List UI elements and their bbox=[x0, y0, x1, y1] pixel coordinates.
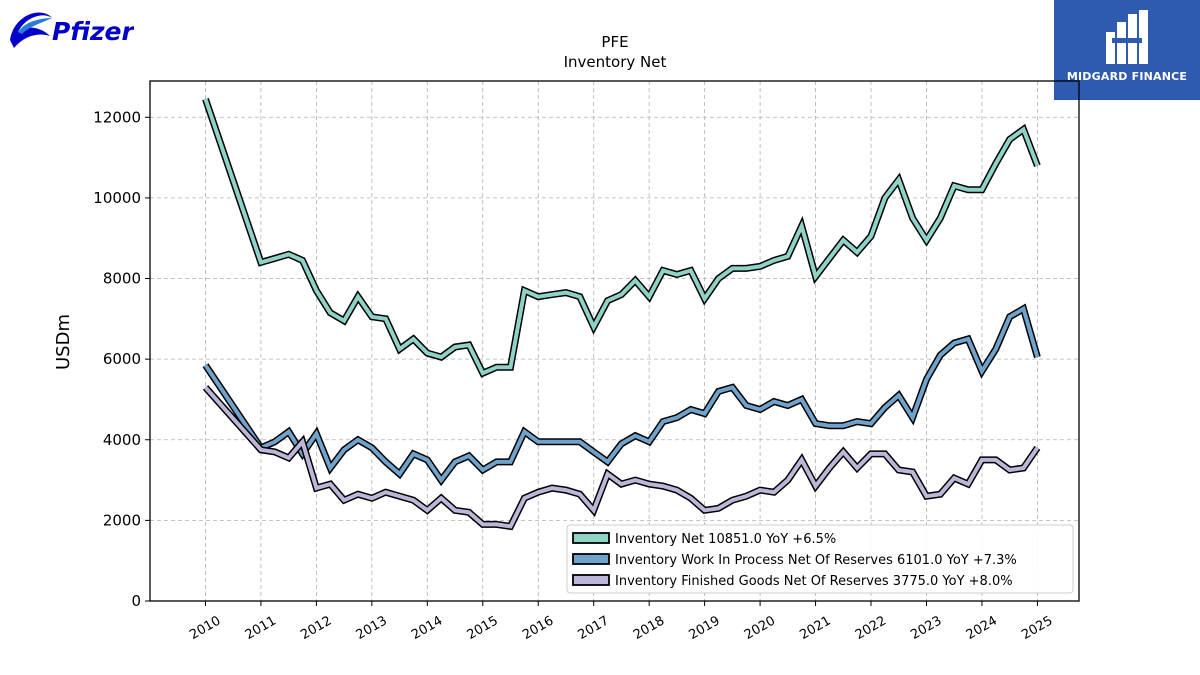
x-tick-label: 2023 bbox=[908, 613, 944, 643]
x-tick-label: 2017 bbox=[576, 613, 612, 643]
x-tick-label: 2022 bbox=[853, 613, 889, 643]
midgard-finance-logo: MIDGARD FINANCE bbox=[1054, 0, 1200, 100]
legend-swatch-1 bbox=[572, 532, 610, 544]
x-tick-label: 2019 bbox=[686, 613, 722, 643]
chart-subtitle: Inventory Net bbox=[563, 53, 667, 71]
pfizer-logo: Pfizer bbox=[10, 12, 134, 49]
x-axis-ticks: 2010 2011 2012 2013 2014 2015 2016 2017 2018 2019… bbox=[187, 601, 1055, 643]
y-tick-label: 10000 bbox=[93, 189, 141, 207]
pfizer-logo-text: Pfizer bbox=[52, 17, 134, 46]
legend-label-2: Inventory Work In Process Net Of Reserve… bbox=[615, 553, 1017, 568]
midgard-emblem-icon bbox=[1106, 10, 1148, 64]
y-tick-label: 4000 bbox=[103, 431, 141, 449]
y-tick-label: 12000 bbox=[93, 108, 141, 126]
legend: Inventory Net 10851.0 YoY +6.5% Inventory… bbox=[566, 524, 1074, 594]
series-line-2 bbox=[203, 305, 1040, 484]
y-tick-label: 0 bbox=[131, 592, 141, 610]
legend-swatch-3 bbox=[572, 574, 610, 586]
series-line-outline-2 bbox=[202, 303, 1041, 487]
x-tick-label: 2016 bbox=[520, 613, 556, 643]
legend-swatch-2 bbox=[572, 553, 610, 565]
series-lines bbox=[202, 97, 1041, 531]
midgard-logo-text: MIDGARD FINANCE bbox=[1066, 70, 1188, 83]
x-tick-label: 2024 bbox=[964, 613, 1000, 643]
x-tick-label: 2014 bbox=[409, 613, 445, 643]
y-tick-label: 6000 bbox=[103, 350, 141, 368]
y-axis-ticks: 0 2000 4000 6000 8000 10000 12000 bbox=[93, 108, 150, 610]
x-tick-label: 2010 bbox=[187, 613, 223, 643]
legend-box bbox=[566, 524, 1074, 594]
series-line-outline-1 bbox=[202, 97, 1041, 378]
pfizer-logo-accent-icon bbox=[18, 18, 52, 34]
chart-title: PFE bbox=[601, 33, 629, 51]
x-tick-label: 2013 bbox=[354, 613, 390, 643]
series-line-1 bbox=[203, 98, 1040, 376]
legend-label-3: Inventory Finished Goods Net Of Reserves… bbox=[615, 574, 1013, 589]
x-tick-label: 2011 bbox=[243, 613, 279, 643]
x-tick-label: 2015 bbox=[465, 613, 501, 643]
x-tick-label: 2020 bbox=[742, 613, 778, 643]
y-tick-label: 2000 bbox=[103, 511, 141, 529]
y-tick-label: 8000 bbox=[103, 270, 141, 288]
x-tick-label: 2025 bbox=[1019, 613, 1055, 643]
legend-label-1: Inventory Net 10851.0 YoY +6.5% bbox=[615, 532, 836, 547]
series-line-3 bbox=[204, 386, 1040, 529]
y-axis-label: USDm bbox=[53, 314, 74, 370]
plot-frame bbox=[149, 80, 1080, 602]
pfizer-logo-swoosh-icon bbox=[10, 12, 52, 49]
x-tick-label: 2018 bbox=[631, 613, 667, 643]
x-tick-label: 2012 bbox=[298, 613, 334, 643]
grid-lines bbox=[150, 81, 1079, 602]
x-tick-label: 2021 bbox=[797, 613, 833, 643]
